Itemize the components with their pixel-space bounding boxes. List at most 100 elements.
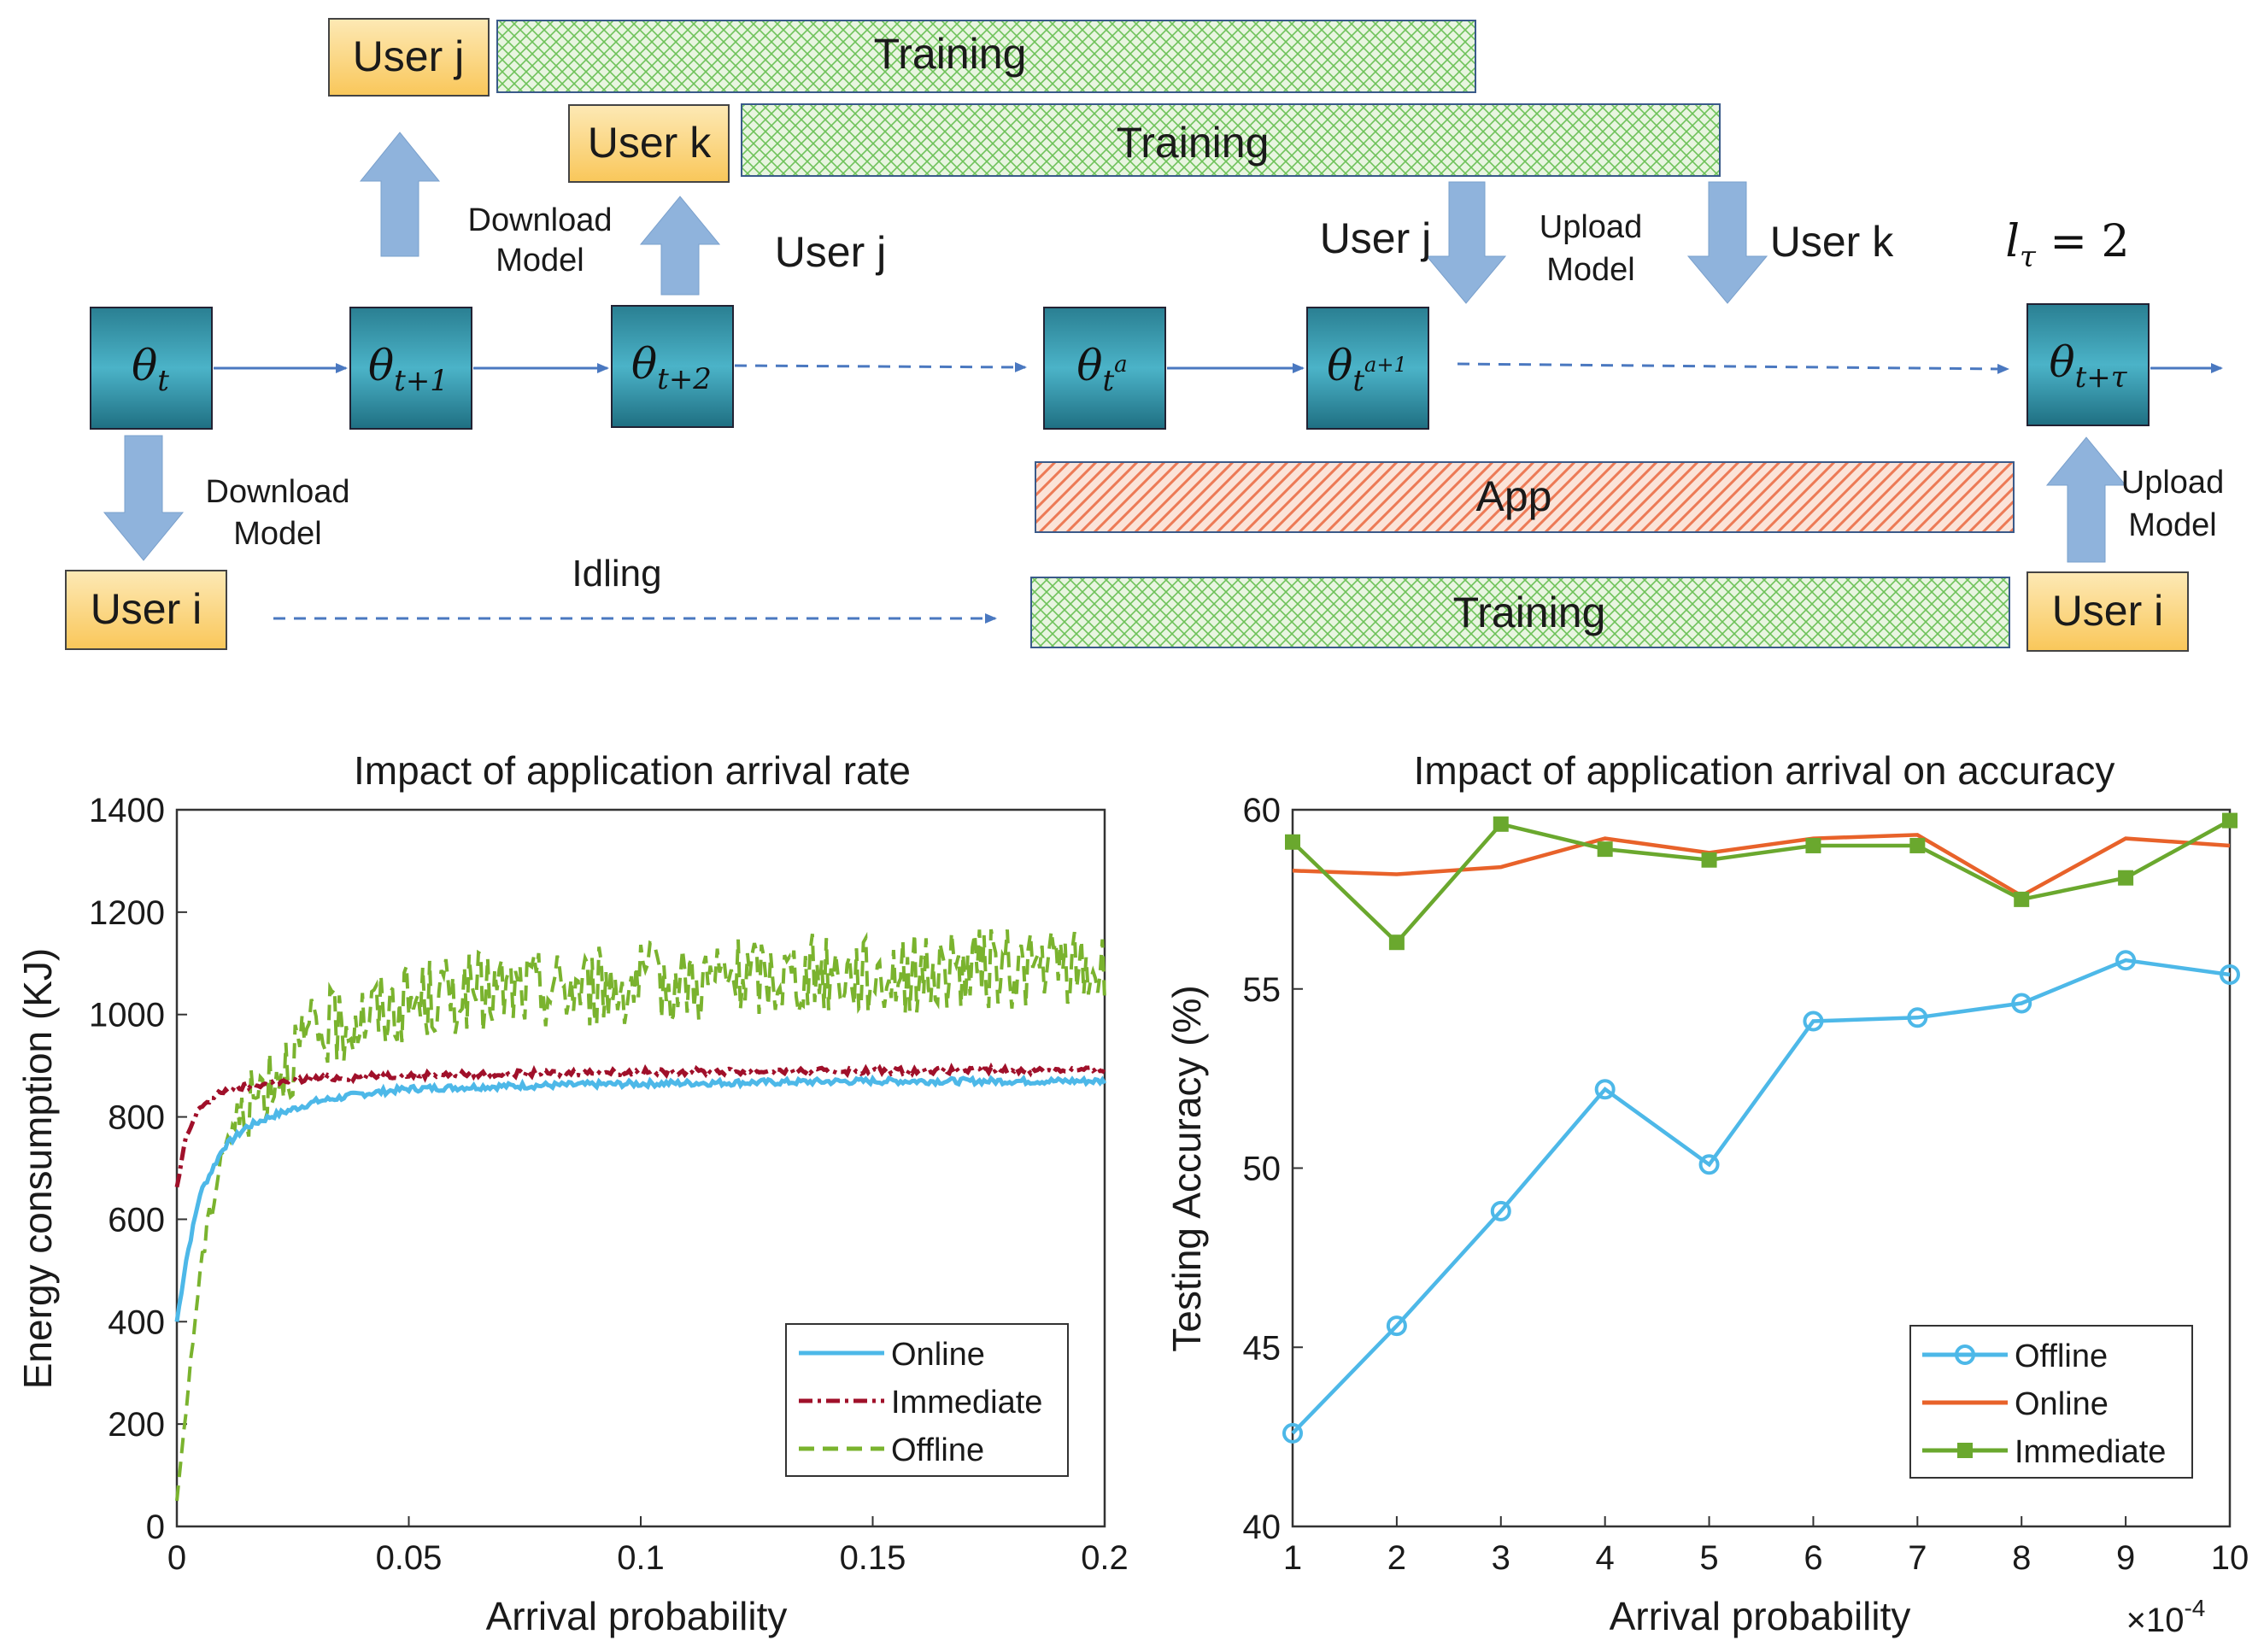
y-tick-label: 50 bbox=[1243, 1151, 1282, 1188]
timeline-arrow-3 bbox=[734, 361, 1027, 372]
accuracy-chart-legend: Offline Online Immediate bbox=[1909, 1325, 2193, 1479]
legend-offline-acc: Offline bbox=[2015, 1339, 2108, 1374]
legend-online: Online bbox=[891, 1337, 985, 1373]
energy-chart-ylabel: Energy consumption (KJ) bbox=[15, 948, 60, 1389]
timeline-arrow-5 bbox=[1457, 362, 2009, 374]
x-tick-label: 0.15 bbox=[840, 1539, 906, 1577]
upload-model-label-right: Upload Model bbox=[2121, 465, 2224, 543]
x-tick-label: 8 bbox=[2012, 1539, 2031, 1577]
data-point-offline bbox=[1282, 1422, 1303, 1444]
y-tick-label: 600 bbox=[108, 1201, 165, 1239]
model-box-theta-t2: θt+2 bbox=[611, 305, 734, 428]
series-line-online bbox=[1292, 833, 2231, 899]
y-tick-label: 60 bbox=[1243, 792, 1282, 829]
training-bar-user-j bbox=[496, 20, 1476, 93]
data-point-offline bbox=[1594, 1079, 1616, 1100]
y-tick-label: 1200 bbox=[89, 894, 165, 932]
x-tick-label: 0.2 bbox=[1081, 1539, 1129, 1577]
data-point-immediate bbox=[1493, 816, 1509, 832]
training-bar-user-j-label: Training bbox=[874, 30, 1027, 78]
y-tick-label: 1000 bbox=[89, 997, 165, 1034]
x-tick-label: 5 bbox=[1699, 1539, 1718, 1577]
model-box-theta-t: θt bbox=[90, 307, 213, 430]
series-line-immediate bbox=[174, 1062, 1106, 1188]
legend-immediate-acc: Immediate bbox=[2015, 1434, 2166, 1470]
model-box-theta-t1: θt+1 bbox=[349, 307, 472, 430]
x-tick-label: 10 bbox=[2211, 1539, 2249, 1577]
accuracy-chart-ylabel: Testing Accuracy (%) bbox=[1164, 985, 1209, 1351]
user-k-box bbox=[568, 104, 730, 183]
accuracy-chart-x-multiplier: ×10-4 bbox=[2126, 1595, 2206, 1639]
model-box-theta-ta: θta bbox=[1043, 307, 1166, 430]
download-arrow-user-i bbox=[103, 435, 185, 561]
l-tau-label: lτ = 2 bbox=[2005, 216, 2129, 274]
accuracy-chart-title: Impact of application arrival on accurac… bbox=[1414, 748, 2115, 793]
x-tick-label: 0 bbox=[167, 1539, 186, 1577]
user-k-box-label: User k bbox=[588, 119, 712, 167]
user-j-box bbox=[328, 18, 490, 97]
data-point-immediate bbox=[2222, 812, 2238, 829]
y-tick-label: 40 bbox=[1243, 1508, 1282, 1546]
x-tick-label: 9 bbox=[2116, 1539, 2135, 1577]
energy-chart-xlabel: Arrival probability bbox=[486, 1594, 788, 1638]
download-model-label-left: Download Model bbox=[206, 474, 350, 552]
x-tick-label: 0.1 bbox=[617, 1539, 665, 1577]
x-tick-label: 0.05 bbox=[376, 1539, 443, 1577]
data-point-offline bbox=[1907, 1007, 1928, 1028]
x-tick-label: 6 bbox=[1804, 1539, 1822, 1577]
upload-arrow-user-j bbox=[1425, 181, 1507, 304]
energy-chart: Impact of application arrival rate 0 200 4… bbox=[15, 748, 1129, 1638]
user-i-box-left bbox=[65, 570, 227, 650]
y-tick-label: 1400 bbox=[89, 792, 165, 829]
training-bar-user-k-label: Training bbox=[1117, 119, 1270, 167]
download-arrow-user-k bbox=[639, 196, 721, 296]
x-tick-label: 3 bbox=[1492, 1539, 1510, 1577]
download-model-label-top: Download Model bbox=[468, 202, 613, 278]
accuracy-chart-xlabel: Arrival probability bbox=[1610, 1594, 1911, 1638]
idling-label: Idling bbox=[572, 553, 661, 595]
data-point-immediate bbox=[1805, 837, 1821, 853]
user-i-box-right bbox=[2026, 571, 2189, 652]
x-tick-label: 4 bbox=[1596, 1539, 1615, 1577]
app-bar bbox=[1035, 461, 2015, 533]
y-tick-label: 0 bbox=[146, 1508, 165, 1546]
legend-offline: Offline bbox=[891, 1432, 984, 1468]
series-line-offline bbox=[1291, 958, 2231, 1435]
y-tick-label: 800 bbox=[108, 1099, 165, 1137]
training-bar-user-k bbox=[741, 103, 1721, 177]
user-j-right-label: User j bbox=[1320, 214, 1432, 262]
data-point-immediate bbox=[1285, 834, 1300, 850]
model-box-theta-ttau: θt+τ bbox=[2026, 303, 2150, 426]
model-box-theta-ta1: θta+1 bbox=[1306, 307, 1429, 430]
data-point-immediate bbox=[1597, 841, 1613, 858]
data-point-offline bbox=[1698, 1154, 1720, 1175]
data-point-offline bbox=[2011, 993, 2032, 1014]
upload-model-label-top: Upload Model bbox=[1540, 209, 1642, 288]
training-bar-user-i bbox=[1030, 577, 2010, 648]
data-point-immediate bbox=[1909, 837, 1926, 853]
data-point-offline bbox=[1386, 1315, 1407, 1337]
series-line-online bbox=[174, 1074, 1107, 1322]
timeline-diagram: Training Training App Training User j Us… bbox=[65, 18, 2224, 652]
user-i-box-right-label: User i bbox=[2052, 587, 2164, 635]
data-point-offline bbox=[2220, 964, 2240, 985]
training-bar-user-i-label: Training bbox=[1453, 589, 1606, 636]
accuracy-chart: Impact of application arrival on accurac… bbox=[1164, 748, 2249, 1639]
app-bar-label: App bbox=[1476, 472, 1552, 520]
series-line-offline bbox=[175, 929, 1106, 1502]
data-point-immediate bbox=[1388, 934, 1405, 951]
data-point-offline bbox=[1490, 1200, 1511, 1221]
user-i-box-left-label: User i bbox=[91, 585, 202, 633]
series-line-immediate bbox=[1291, 818, 2232, 946]
legend-immediate: Immediate bbox=[891, 1385, 1042, 1421]
x-tick-label: 7 bbox=[1908, 1539, 1927, 1577]
upload-arrow-user-k bbox=[1686, 181, 1768, 304]
user-j-mid-label: User j bbox=[775, 228, 887, 276]
data-point-immediate bbox=[2014, 891, 2030, 907]
y-tick-label: 55 bbox=[1243, 971, 1282, 1009]
data-point-immediate bbox=[2118, 870, 2134, 886]
data-point-offline bbox=[2115, 950, 2137, 971]
y-tick-label: 400 bbox=[108, 1303, 165, 1341]
legend-online-acc: Online bbox=[2015, 1386, 2109, 1422]
